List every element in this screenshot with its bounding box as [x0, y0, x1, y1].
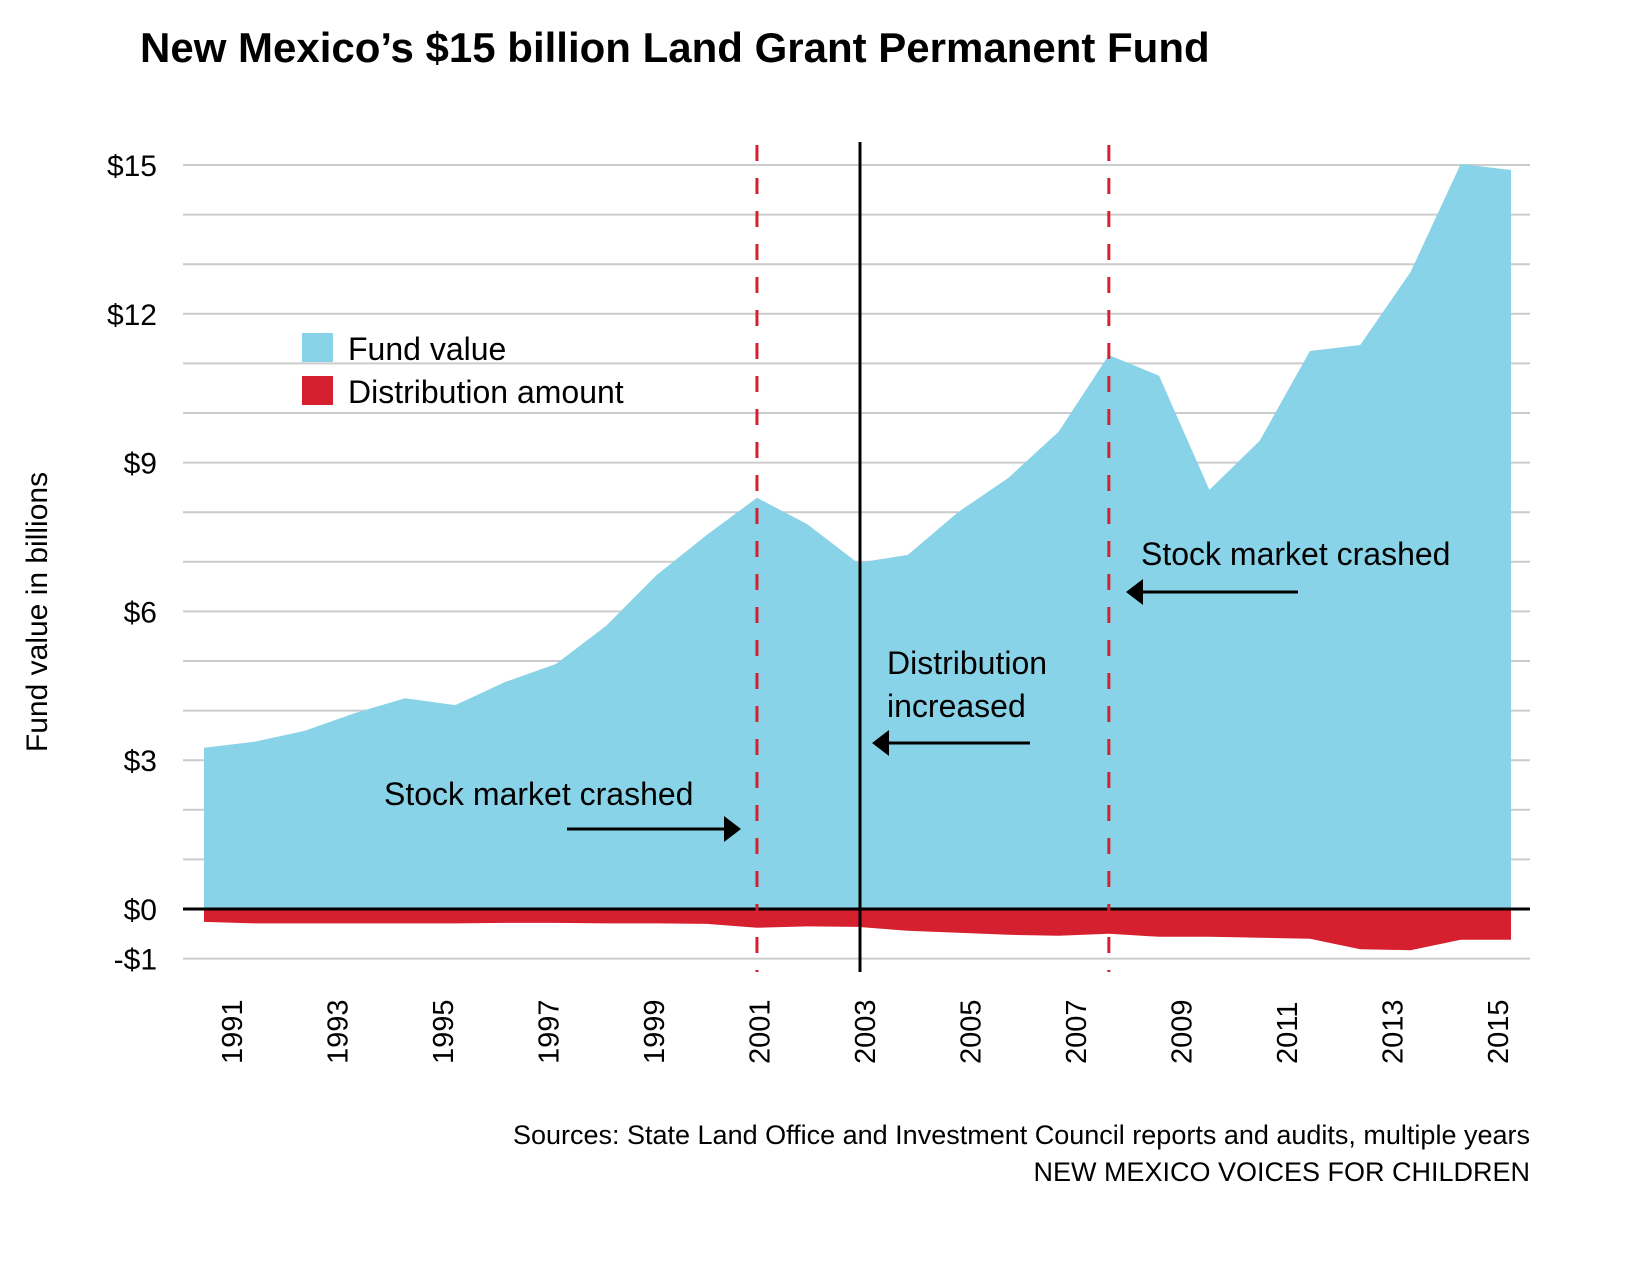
x-tick-label: 2009 — [1167, 999, 1199, 1064]
arrow-left-icon — [872, 730, 889, 756]
areas — [183, 164, 1530, 951]
x-tick-label: 2015 — [1483, 999, 1515, 1064]
legend-label-fund-value: Fund value — [348, 331, 506, 367]
x-tick-label: 2001 — [745, 999, 777, 1064]
y-tick-label: $6 — [124, 596, 157, 629]
chart-title: New Mexico’s $15 billion Land Grant Perm… — [140, 24, 1210, 71]
y-tick-label: $3 — [124, 745, 157, 778]
y-tick-labels: $15 $12 $9 $6 $3 $0 -$1 — [107, 150, 157, 977]
x-tick-label: 1995 — [428, 999, 460, 1064]
x-tick-label: 1993 — [323, 999, 355, 1064]
y-axis-label: Fund value in billions — [21, 472, 54, 752]
annotation-text: Distribution — [887, 645, 1047, 681]
x-tick-label: 2011 — [1272, 1002, 1304, 1064]
x-tick-label: 1997 — [534, 999, 566, 1064]
annotation-text: increased — [887, 688, 1026, 724]
annotation-text: Stock market crashed — [384, 776, 693, 812]
legend-swatch-distribution — [302, 376, 333, 405]
x-tick-label: 2013 — [1378, 999, 1410, 1064]
y-tick-label: -$1 — [114, 944, 157, 977]
x-tick-label: 1991 — [217, 999, 249, 1064]
arrow-right-icon — [724, 816, 741, 842]
y-tick-label: $15 — [107, 150, 157, 183]
legend-swatch-fund-value — [302, 333, 333, 362]
arrow-left-icon — [1126, 579, 1143, 605]
fund-value-area — [204, 164, 1511, 909]
sources-note: Sources: State Land Office and Investmen… — [513, 1120, 1530, 1150]
legend: Fund value Distribution amount — [302, 331, 624, 410]
x-tick-label: 2005 — [956, 999, 988, 1064]
x-tick-label: 2007 — [1061, 999, 1093, 1064]
x-tick-label: 2003 — [850, 999, 882, 1064]
annotation-crash-2008: Stock market crashed — [1126, 536, 1450, 605]
legend-label-distribution: Distribution amount — [348, 374, 624, 410]
x-tick-label: 1999 — [639, 999, 671, 1064]
distribution-area — [204, 909, 1511, 951]
y-tick-label: $9 — [124, 448, 157, 481]
x-tick-labels: 1991 1993 1995 1997 1999 2001 2003 2005 2007 2009… — [217, 999, 1515, 1064]
y-tick-label: $0 — [124, 894, 157, 927]
credit: NEW MEXICO VOICES FOR CHILDREN — [1033, 1157, 1530, 1187]
annotation-text: Stock market crashed — [1141, 536, 1450, 572]
reference-lines — [755, 142, 1111, 972]
annotation-crash-2001: Stock market crashed — [384, 776, 741, 842]
annotation-distribution-increased: Distribution increased — [872, 645, 1047, 756]
y-tick-label: $12 — [107, 299, 157, 332]
